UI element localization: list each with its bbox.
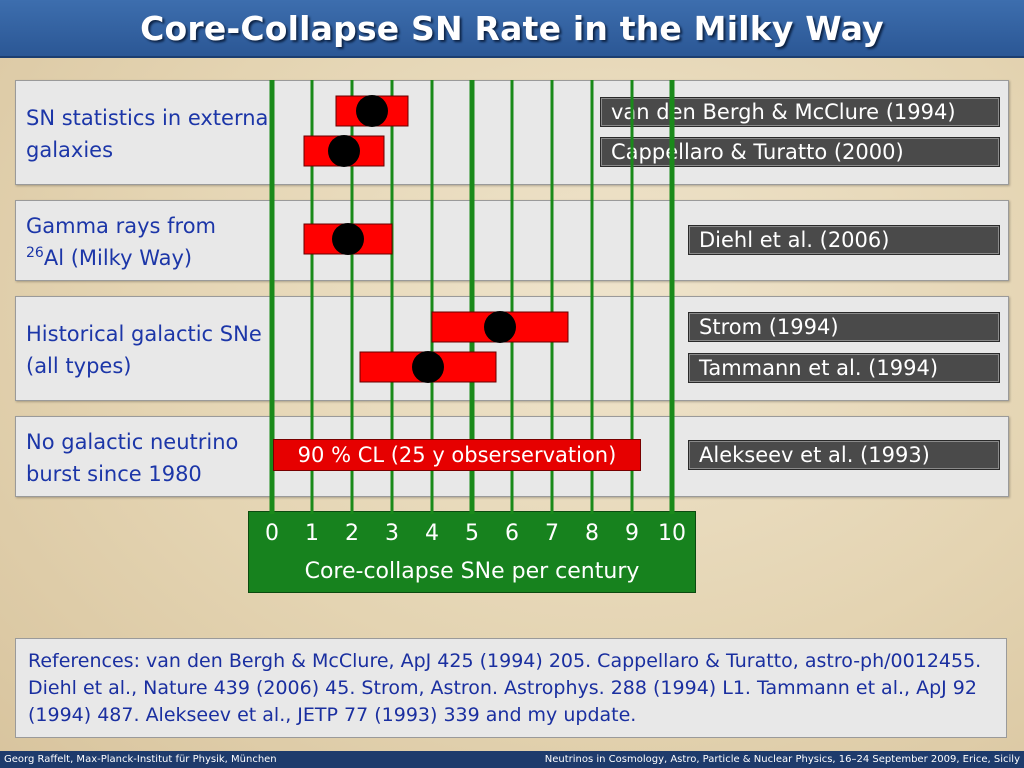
ref-label-strom: Strom (1994): [688, 312, 1000, 342]
group-label-gamma-rest: Al (Milky Way): [43, 246, 193, 270]
title-bar: Core-Collapse SN Rate in the Milky Way: [0, 0, 1024, 58]
group-label-neutrino-burst: No galactic neutrino burst since 1980: [26, 430, 239, 486]
tick-label: 3: [385, 521, 399, 546]
ref-label-cappellaro: Cappellaro & Turatto (2000): [600, 137, 1000, 167]
group-label-gamma-rays: Gamma rays from 26Al (Milky Way): [26, 210, 276, 274]
group-label-historical-sne: Historical galactic SNe (all types): [26, 322, 262, 378]
x-axis-title: Core-collapse SNe per century: [304, 559, 640, 584]
ref-label-vandenbergh: van den Bergh & McClure (1994): [600, 97, 1000, 127]
tick-label: 1: [305, 521, 319, 546]
tick-label: 10: [658, 521, 686, 546]
tick-label: 8: [585, 521, 599, 546]
tick-label: 2: [345, 521, 359, 546]
ref-label-alekseev: Alekseev et al. (1993): [688, 440, 1000, 470]
references-text: References: van den Bergh & McClure, ApJ…: [28, 650, 982, 726]
references-box: References: van den Bergh & McClure, ApJ…: [15, 638, 1007, 738]
footer-right: Neutrinos in Cosmology, Astro, Particle …: [544, 754, 1020, 765]
ref-label-tammann: Tammann et al. (1994): [688, 353, 1000, 383]
slide-title: Core-Collapse SN Rate in the Milky Way: [140, 8, 884, 48]
footer-left: Georg Raffelt, Max-Planck-Institut für P…: [4, 754, 277, 765]
tick-label: 5: [465, 521, 479, 546]
group-label-gamma-main: Gamma rays from: [26, 214, 217, 238]
tick-label: 6: [505, 521, 519, 546]
ref-label-diehl: Diehl et al. (2006): [688, 225, 1000, 255]
footer: Georg Raffelt, Max-Planck-Institut für P…: [0, 751, 1024, 768]
tick-label: 9: [625, 521, 639, 546]
tick-label: 0: [265, 521, 279, 546]
axis-box: [248, 511, 696, 593]
tick-label: 7: [545, 521, 559, 546]
group-label-gamma-sup: 26: [26, 245, 44, 261]
cl-label: 90 % CL (25 y obserservation): [273, 439, 641, 471]
group-label-external-galaxies: SN statistics in external galaxies: [26, 106, 275, 162]
tick-label: 4: [425, 521, 439, 546]
